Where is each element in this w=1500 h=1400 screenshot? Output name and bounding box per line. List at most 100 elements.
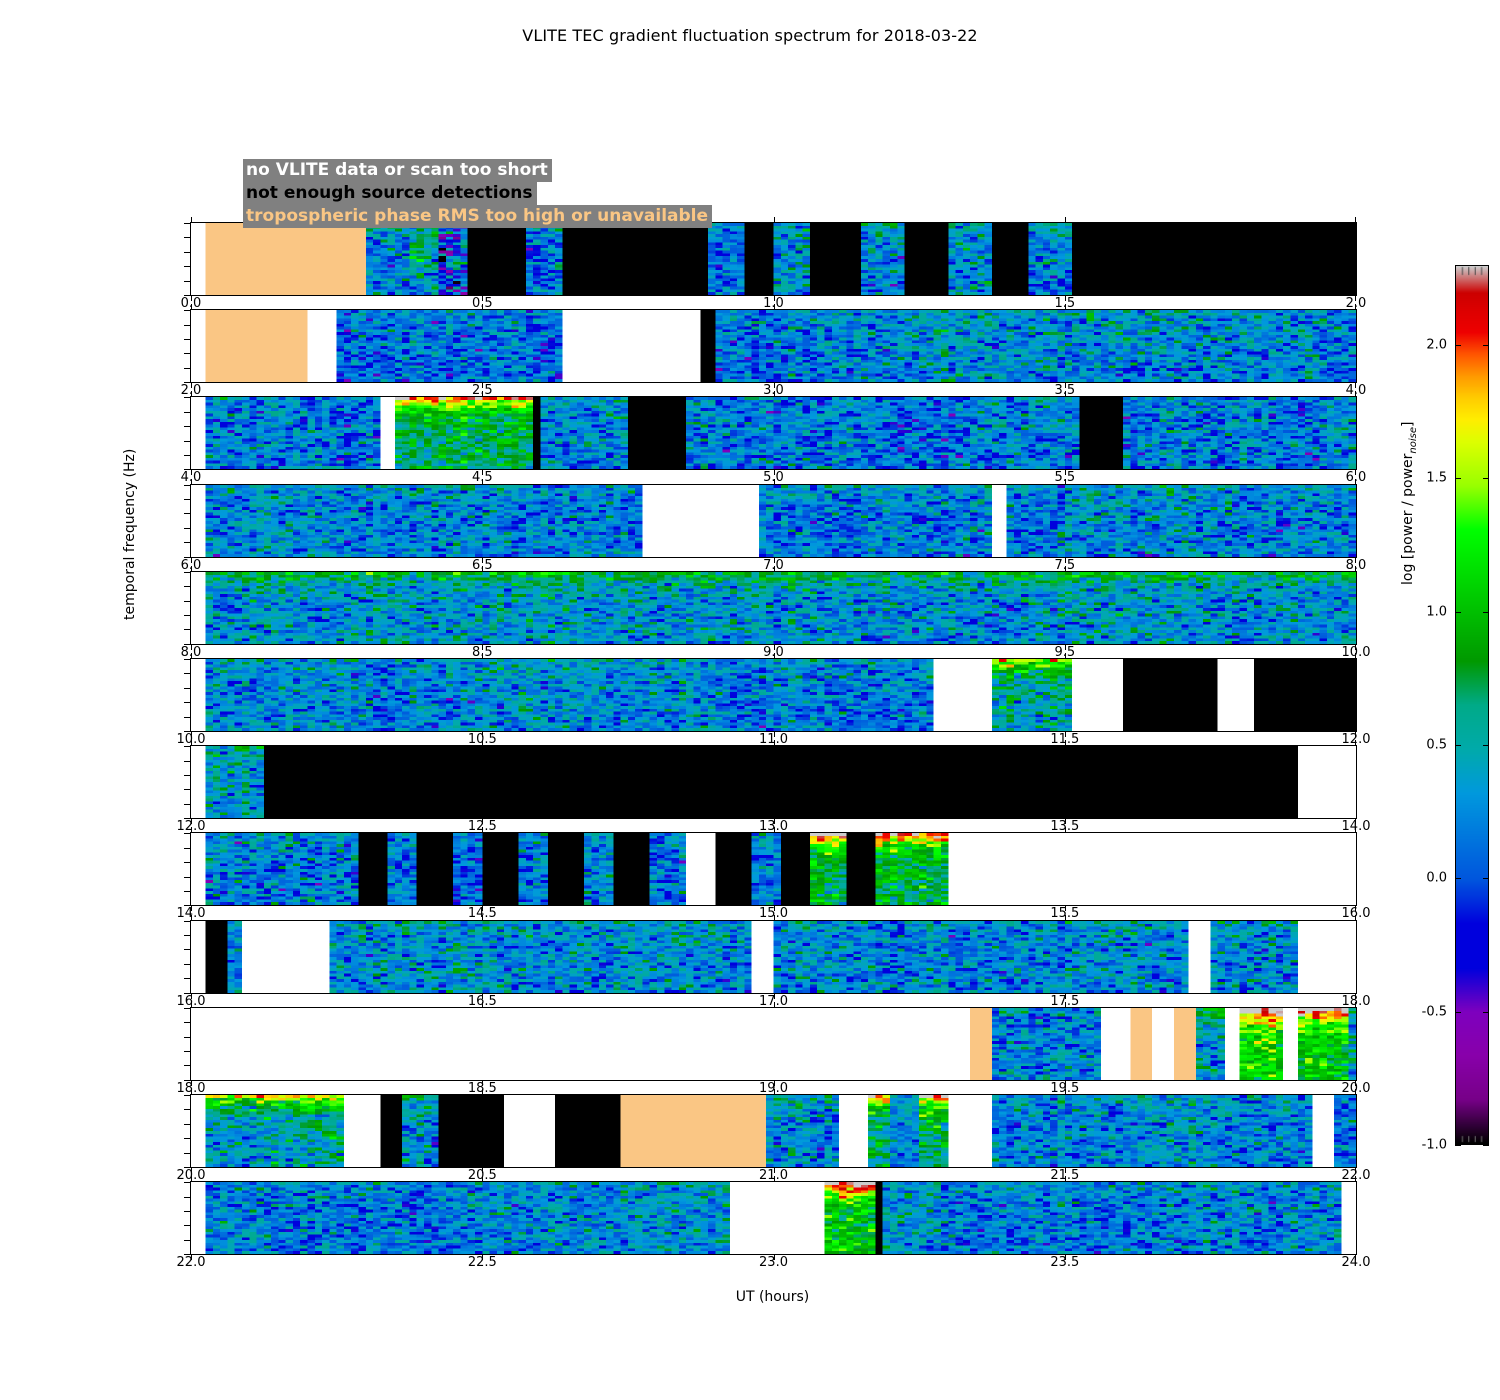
x-tick-mark [1355,556,1356,563]
y-tick-mark [184,1167,191,1168]
colorbar-tick-label: 0.0 [1426,870,1447,886]
spectrogram-image [191,833,1356,906]
y-tick-mark [184,571,191,573]
colorbar-tick [1483,478,1489,480]
x-tick-mark [773,827,775,834]
spectrogram-image [191,571,1356,644]
x-tick-mark [191,827,192,834]
colorbar[interactable]: -1.0 -0.5 0.0 0.5 1.0 1.5 2.0 [1422,265,1489,1152]
colorbar-tick-label: 1.0 [1426,604,1447,620]
y-tick-mark [184,1123,191,1125]
x-tick-label: 16.5 [468,995,497,1008]
spectrogram-panel[interactable]: 0.000.050.100.150.200.254.04.55.05.56.0 [181,391,1366,484]
colorbar-tick [1455,1011,1461,1013]
y-tick-mark [184,1050,191,1052]
x-tick-mark [1064,565,1066,572]
x-tick-label: 2.0 [181,384,202,397]
spectrogram-panel[interactable]: 0.000.050.100.150.200.2522.022.523.023.5… [177,1176,1370,1269]
x-tick-mark [191,556,192,563]
x-tick-mark [1355,1079,1356,1086]
y-tick-mark [184,251,191,253]
x-tick-mark [773,304,775,311]
x-tick-label: 22.5 [467,1255,497,1271]
y-axis-label: temporal frequency (Hz) [122,448,138,620]
x-tick-mark [1355,914,1356,921]
y-tick-mark [184,1138,191,1140]
x-tick-mark [773,469,775,476]
x-tick-mark [1064,992,1066,999]
x-tick-mark [1064,217,1066,223]
colorbar-tick-label: 1.5 [1426,470,1447,486]
spectrogram-image [191,920,1356,993]
x-tick-mark [191,653,192,659]
y-tick-mark [184,1210,191,1212]
x-tick-mark [191,304,192,311]
x-tick-mark [482,740,484,747]
x-tick-label: 4.0 [181,471,202,484]
x-tick-mark [482,643,484,650]
x-tick-mark [1355,818,1356,825]
spectrogram-image [191,223,1356,295]
y-tick-mark [184,1036,191,1038]
x-tick-mark [482,304,484,311]
y-tick-mark [184,295,191,296]
spectrogram-panel[interactable]: 0.000.050.100.150.200.2512.012.513.013.5… [177,740,1370,833]
x-tick-mark [1064,556,1066,563]
spectrogram-panel[interactable]: 0.000.050.100.150.200.2510.010.511.011.5… [177,653,1370,746]
colorbar-tick [1455,478,1461,480]
spectrogram-panel[interactable]: 0.000.050.100.150.200.256.06.57.07.58.0 [181,478,1366,572]
x-tick-label: 8.5 [472,646,493,659]
x-tick-mark [191,1001,192,1008]
x-tick-mark [1064,469,1066,476]
y-tick-mark [184,1254,191,1256]
spectrogram-image [191,484,1356,557]
y-tick-mark [184,905,191,907]
x-tick-mark [1355,992,1356,999]
x-tick-mark [1355,217,1356,223]
x-tick-mark [1355,1089,1356,1095]
x-tick-label: 23.5 [1050,1255,1080,1271]
x-tick-label: 2.5 [472,384,493,397]
colorbar-tick [1455,1145,1461,1146]
y-tick-mark [184,614,191,616]
x-tick-mark [482,653,484,659]
y-tick-mark [184,1182,191,1184]
x-tick-label: 10.0 [177,733,206,746]
x-tick-label: 16.0 [177,995,206,1008]
page-title: VLITE TEC gradient fluctuation spectrum … [522,26,978,45]
y-tick-mark [184,643,191,645]
spectrogram-panel[interactable]: 0.000.050.100.150.200.250.00.51.01.52.0 [181,217,1366,310]
x-tick-mark [1355,478,1356,485]
spectrogram-image [191,1007,1356,1080]
spectrogram-image [191,746,1356,819]
spectrogram-panel[interactable]: 0.000.050.100.150.200.2518.018.519.019.5… [177,1001,1370,1095]
colorbar-tick-label: 2.0 [1426,337,1447,353]
x-tick-mark [482,1079,484,1086]
y-tick-mark [184,862,191,864]
spectrogram-panel[interactable]: 0.000.050.100.150.200.258.08.59.09.510.0 [181,565,1370,659]
spectrogram-panel[interactable]: 0.000.050.100.150.200.252.02.53.03.54.0 [181,304,1366,397]
y-tick-mark [184,687,191,689]
y-tick-mark [184,382,191,384]
x-tick-label: 12.5 [468,820,497,833]
y-tick-mark [184,586,191,588]
x-tick-mark [773,556,775,563]
y-tick-mark [184,542,191,544]
y-tick-mark [184,659,191,660]
x-tick-mark [482,1167,484,1173]
x-tick-mark [1064,818,1066,825]
spectrogram-panel[interactable]: 0.000.050.100.150.200.2516.016.517.017.5… [177,914,1370,1008]
x-tick-mark [1355,740,1356,747]
x-tick-mark [1064,740,1066,747]
spectrogram-image [191,397,1356,470]
y-tick-mark [184,774,191,776]
x-tick-mark [191,643,192,650]
x-tick-mark [191,1167,192,1173]
spectrogram-panel[interactable]: 0.000.050.100.150.200.2520.020.521.021.5… [177,1089,1370,1182]
spectrogram-panel[interactable]: 0.000.050.100.150.200.2514.014.515.015.5… [177,827,1370,920]
x-tick-mark [1355,731,1356,737]
x-tick-label: 20.5 [468,1169,497,1182]
x-tick-label: 20.0 [1341,1080,1371,1096]
x-tick-mark [1064,643,1066,650]
colorbar-tick-label: -0.5 [1421,1004,1447,1020]
